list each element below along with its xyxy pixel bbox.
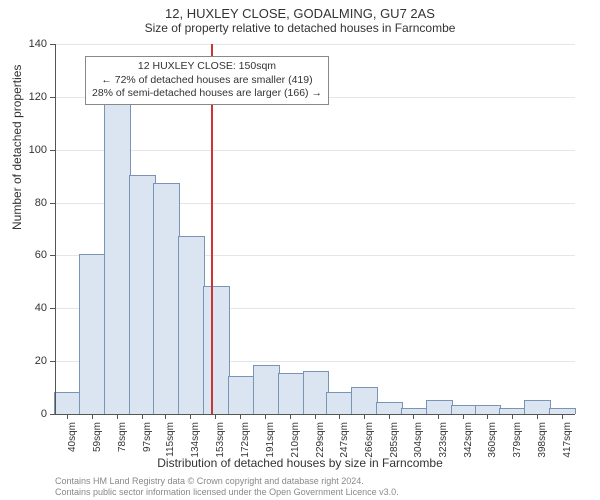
x-tick xyxy=(290,414,291,419)
x-tick xyxy=(512,414,513,419)
chart-subtitle: Size of property relative to detached ho… xyxy=(0,21,600,39)
y-tick-label: 0 xyxy=(17,408,47,420)
annotation-line: 12 HUXLEY CLOSE: 150sqm xyxy=(92,60,322,74)
plot-area: 02040608010012014040sqm59sqm78sqm97sqm11… xyxy=(55,44,575,414)
x-tick xyxy=(487,414,488,419)
plot: 02040608010012014040sqm59sqm78sqm97sqm11… xyxy=(55,44,575,414)
histogram-bar xyxy=(228,376,255,414)
histogram-bar xyxy=(278,373,305,414)
x-tick xyxy=(67,414,68,419)
gridline xyxy=(55,150,575,151)
x-tick xyxy=(463,414,464,419)
histogram-bar xyxy=(253,365,280,414)
x-tick xyxy=(438,414,439,419)
x-tick xyxy=(92,414,93,419)
annotation-box: 12 HUXLEY CLOSE: 150sqm← 72% of detached… xyxy=(85,56,329,105)
histogram-bar xyxy=(351,387,378,414)
x-tick xyxy=(562,414,563,419)
x-tick xyxy=(142,414,143,419)
histogram-bar xyxy=(79,254,106,414)
histogram-bar xyxy=(426,400,453,414)
histogram-bar xyxy=(203,286,230,414)
histogram-bar xyxy=(54,392,81,414)
x-tick xyxy=(190,414,191,419)
x-tick xyxy=(165,414,166,419)
footer-attribution: Contains HM Land Registry data © Crown c… xyxy=(55,476,399,498)
histogram-bar xyxy=(376,402,403,414)
y-tick-label: 60 xyxy=(17,249,47,261)
chart-title: 12, HUXLEY CLOSE, GODALMING, GU7 2AS xyxy=(0,0,600,21)
x-tick xyxy=(215,414,216,419)
y-tick-label: 20 xyxy=(17,355,47,367)
histogram-bar xyxy=(326,392,353,414)
y-tick-label: 40 xyxy=(17,302,47,314)
x-tick xyxy=(364,414,365,419)
y-tick-label: 140 xyxy=(17,38,47,50)
x-tick xyxy=(240,414,241,419)
x-tick xyxy=(389,414,390,419)
x-tick xyxy=(315,414,316,419)
histogram-bar xyxy=(524,400,551,414)
y-axis-label: Number of detached properties xyxy=(10,65,24,230)
x-tick xyxy=(265,414,266,419)
footer-line: Contains HM Land Registry data © Crown c… xyxy=(55,476,399,487)
x-axis-label: Distribution of detached houses by size … xyxy=(0,456,600,470)
y-axis xyxy=(55,44,56,414)
histogram-bar xyxy=(104,101,131,414)
histogram-bar xyxy=(153,183,180,414)
annotation-line: 28% of semi-detached houses are larger (… xyxy=(92,87,322,101)
annotation-line: ← 72% of detached houses are smaller (41… xyxy=(92,74,322,88)
histogram-bar xyxy=(178,236,205,414)
x-tick xyxy=(413,414,414,419)
histogram-bar xyxy=(475,405,502,414)
footer-line: Contains public sector information licen… xyxy=(55,487,399,498)
x-tick xyxy=(537,414,538,419)
gridline xyxy=(55,44,575,45)
x-tick xyxy=(117,414,118,419)
x-tick xyxy=(339,414,340,419)
chart-container: 12, HUXLEY CLOSE, GODALMING, GU7 2AS Siz… xyxy=(0,0,600,500)
